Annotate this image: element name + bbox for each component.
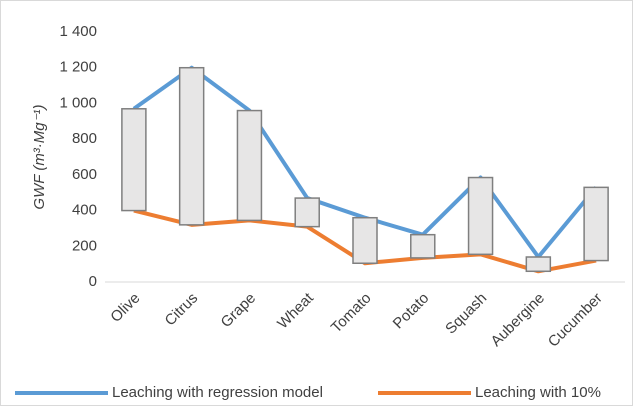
up-down-bar: [583, 186, 609, 262]
y-tick-label: 0: [89, 273, 97, 290]
up-down-bar: [525, 256, 552, 273]
up-down-bar: [121, 108, 147, 212]
up-down-bar: [352, 216, 378, 264]
y-tick-label: 600: [72, 166, 97, 183]
up-down-bar: [294, 197, 320, 228]
y-tick-label: 400: [72, 202, 97, 219]
legend-label: Leaching with regression model: [112, 384, 323, 401]
y-axis-label: GWF (m³·Mg⁻¹): [31, 104, 48, 209]
y-tick-label: 200: [72, 237, 97, 254]
up-down-bar: [467, 176, 494, 256]
legend-label: Leaching with 10%: [475, 384, 601, 401]
up-down-bar: [410, 233, 436, 259]
y-tick-label: 1 400: [59, 23, 97, 40]
y-tick-label: 1 000: [59, 94, 97, 111]
up-down-bar: [178, 66, 205, 226]
y-tick-label: 1 200: [59, 59, 97, 76]
up-down-bar: [236, 109, 263, 222]
y-tick-label: 800: [72, 130, 97, 147]
